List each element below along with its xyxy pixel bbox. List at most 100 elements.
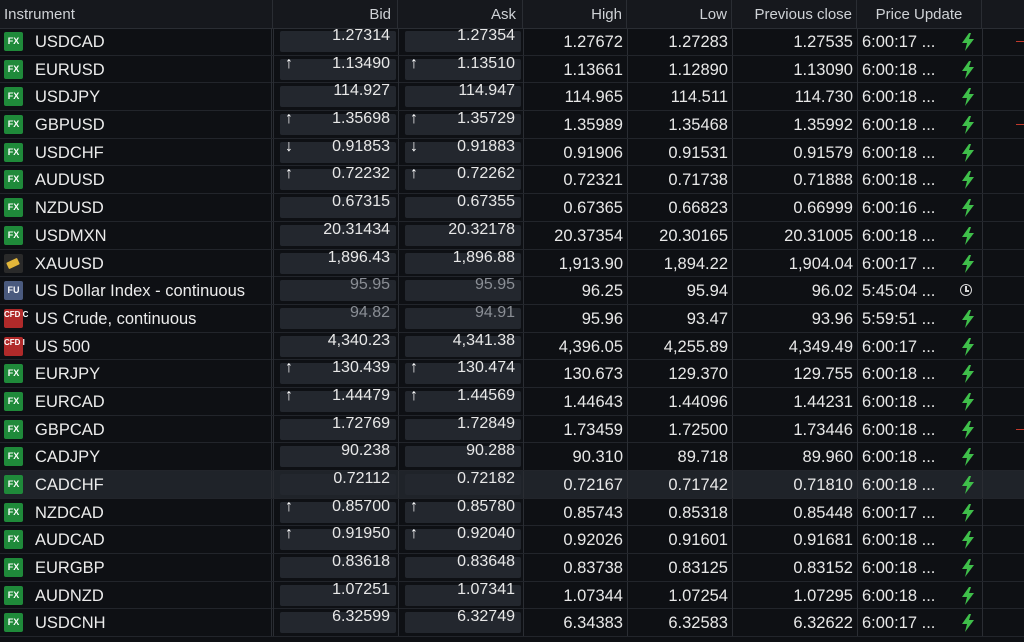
bid-price-button[interactable]: ↓ 0.91853	[280, 138, 396, 163]
lightning-bolt-icon	[961, 56, 975, 89]
price-update-time: 6:00:18 ...	[862, 60, 936, 79]
ask-price-button[interactable]: 0.67355	[405, 193, 521, 219]
futures-badge-icon: FU	[4, 281, 23, 301]
high-value: 1.35989	[563, 116, 623, 135]
high-value: 0.72167	[563, 476, 623, 494]
bid-price-button[interactable]: 1,896.43	[280, 249, 396, 274]
table-row[interactable]: FX AUDNZD 1.07251 1.07341 1.07344 1.07254 1.07…	[0, 581, 1024, 610]
ask-price-button[interactable]: ↓ 0.91883	[405, 138, 521, 163]
ask-value: 114.947	[458, 82, 515, 100]
bid-price-button[interactable]: 20.31434	[280, 221, 396, 246]
ask-price-button[interactable]: ↑ 1.44569	[405, 387, 521, 412]
column-divider	[732, 443, 733, 471]
table-row[interactable]: FU US Dollar Index - continuous 95.95 95.95…	[0, 276, 1024, 305]
table-row[interactable]: FX USDCNH 6.32599 6.32749 6.34383 6.32583 6.32…	[0, 608, 1024, 638]
instrument-cell: FX AUDCAD	[0, 526, 272, 554]
table-row[interactable]: XAUUSD 1,896.43 1,896.88 1,913.90 1,894.22 1,…	[0, 249, 1024, 278]
column-divider	[523, 28, 524, 55]
column-header-high[interactable]: High	[523, 0, 627, 28]
bid-price-button[interactable]: ↑ 0.72232	[280, 165, 396, 191]
ask-price-button[interactable]: 114.947	[405, 82, 521, 108]
bid-price-button[interactable]: ↑ 1.13490	[280, 55, 396, 80]
table-row[interactable]: FX EURJPY ↑ 130.439 ↑ 130.474 130.673 129.370 12…	[0, 359, 1024, 388]
table-row[interactable]: FX EURUSD ↑ 1.13490 ↑ 1.13510 1.13661 1.12890 1.…	[0, 55, 1024, 84]
bid-price-button[interactable]: 1.72769	[280, 415, 396, 440]
ask-price-button[interactable]: 4,341.38	[405, 332, 521, 357]
column-header-ask[interactable]: Ask	[398, 0, 523, 28]
column-header-bid[interactable]: Bid	[273, 0, 398, 28]
table-row[interactable]: CFD I US 500 4,340.23 4,341.38 4,396.05 4,255…	[0, 332, 1024, 361]
table-row[interactable]: FX CADCHF 0.72112 0.72182 0.72167 0.71742 0.71…	[0, 470, 1024, 499]
table-row[interactable]: FX EURGBP 0.83618 0.83648 0.83738 0.83125 0.83…	[0, 553, 1024, 582]
bid-price-button[interactable]: 0.67315	[280, 193, 396, 219]
table-row[interactable]: FX USDJPY 114.927 114.947 114.965 114.511 114.…	[0, 82, 1024, 112]
ask-price-button[interactable]: 1.07341	[405, 581, 521, 606]
ask-price-button[interactable]: 1,896.88	[405, 249, 521, 274]
ask-price-button[interactable]: 0.83648	[405, 553, 521, 579]
ask-price-button[interactable]: ↑ 0.85780	[405, 498, 521, 523]
column-divider	[523, 111, 524, 139]
column-header-instrument[interactable]: Instrument	[0, 0, 273, 28]
table-row[interactable]: FX AUDUSD ↑ 0.72232 ↑ 0.72262 0.72321 0.71738 0.…	[0, 165, 1024, 195]
ask-price-button[interactable]: ↑ 130.474	[405, 359, 521, 385]
table-row[interactable]: FX EURCAD ↑ 1.44479 ↑ 1.44569 1.44643 1.44096 1.…	[0, 387, 1024, 416]
bid-price-button[interactable]: ↑ 0.91950	[280, 525, 396, 551]
table-row[interactable]: FX USDCAD 1.27314 1.27354 1.27672 1.27283 1.27…	[0, 27, 1024, 56]
bid-price-button[interactable]: ↑ 1.44479	[280, 387, 396, 412]
bid-price-button[interactable]: 94.82	[280, 304, 396, 329]
ask-price-button[interactable]: 94.91	[405, 304, 521, 329]
ask-price-button[interactable]: 1.27354	[405, 27, 521, 52]
table-row[interactable]: FX NZDCAD ↑ 0.85700 ↑ 0.85780 0.85743 0.85318 0.…	[0, 498, 1024, 527]
price-update-time: 6:00:18 ...	[862, 476, 936, 494]
column-divider	[523, 581, 524, 609]
table-row[interactable]: FX AUDCAD ↑ 0.91950 ↑ 0.92040 0.92026 0.91601 0.…	[0, 525, 1024, 555]
ask-price-button[interactable]: 20.32178	[405, 221, 521, 246]
ask-price-button[interactable]: 90.288	[405, 442, 521, 468]
high-value: 6.34383	[563, 614, 623, 633]
ask-price-button[interactable]: ↑ 0.92040	[405, 525, 521, 551]
table-row[interactable]: FX CADJPY 90.238 90.288 90.310 89.718 89.960 6:…	[0, 442, 1024, 471]
bid-value: 1.07251	[332, 580, 390, 598]
table-row[interactable]: FX NZDUSD 0.67315 0.67355 0.67365 0.66823 0.66…	[0, 193, 1024, 222]
bid-price-button[interactable]: 6.32599	[280, 608, 396, 634]
bid-price-button[interactable]: 90.238	[280, 442, 396, 468]
column-header-low[interactable]: Low	[627, 0, 732, 28]
fx-badge-icon: FX	[4, 419, 23, 439]
instrument-name: GBPUSD	[35, 116, 105, 135]
bid-price-button[interactable]: 95.95	[280, 276, 396, 302]
fx-badge-icon: FX	[4, 447, 23, 467]
table-row[interactable]: FX USDMXN 20.31434 20.32178 20.37354 20.30165…	[0, 221, 1024, 250]
table-row[interactable]: FX USDCHF ↓ 0.91853 ↓ 0.91883 0.91906 0.91531 0.…	[0, 138, 1024, 167]
lightning-bolt-icon	[961, 194, 975, 227]
ask-price-button[interactable]: 0.72182	[405, 470, 521, 495]
lightning-bolt-icon	[961, 83, 975, 116]
bid-price-button[interactable]: 0.72112	[280, 470, 396, 495]
bid-price-button[interactable]: ↑ 130.439	[280, 359, 396, 385]
instrument-name: US Crude, continuous	[35, 309, 197, 328]
column-header-previous-close[interactable]: Previous close	[732, 0, 857, 28]
column-divider	[857, 83, 858, 111]
bid-price-button[interactable]: 4,340.23	[280, 332, 396, 357]
ask-price-button[interactable]: 95.95	[405, 276, 521, 302]
ask-price-button[interactable]: ↑ 0.72262	[405, 165, 521, 191]
lightning-bolt-icon	[961, 333, 975, 366]
bid-price-button[interactable]: 0.83618	[280, 553, 396, 579]
ask-price-button[interactable]: 1.72849	[405, 415, 521, 440]
ask-price-button[interactable]: ↑ 1.13510	[405, 55, 521, 80]
ask-price-button[interactable]: 6.32749	[405, 608, 521, 634]
table-row[interactable]: FX GBPCAD 1.72769 1.72849 1.73459 1.72500 1.73…	[0, 415, 1024, 444]
table-row[interactable]: CFD C US Crude, continuous 94.82 94.91 95.96…	[0, 304, 1024, 333]
column-header-price-update[interactable]: Price Update	[857, 0, 982, 28]
bid-price-button[interactable]: 1.27314	[280, 27, 396, 52]
bid-price-button[interactable]: ↑ 1.35698	[280, 110, 396, 136]
previous-close-value: 0.91681	[793, 531, 853, 550]
ask-price-button[interactable]: ↑ 1.35729	[405, 110, 521, 136]
previous-close-value: 20.31005	[784, 226, 853, 245]
high-value: 1.73459	[563, 420, 623, 439]
bid-price-button[interactable]: 1.07251	[280, 581, 396, 606]
bid-price-button[interactable]: 114.927	[280, 82, 396, 108]
bid-price-button[interactable]: ↑ 0.85700	[280, 498, 396, 523]
high-value: 114.965	[564, 88, 623, 107]
column-divider	[982, 304, 983, 332]
table-row[interactable]: FX GBPUSD ↑ 1.35698 ↑ 1.35729 1.35989 1.35468 1.…	[0, 110, 1024, 139]
